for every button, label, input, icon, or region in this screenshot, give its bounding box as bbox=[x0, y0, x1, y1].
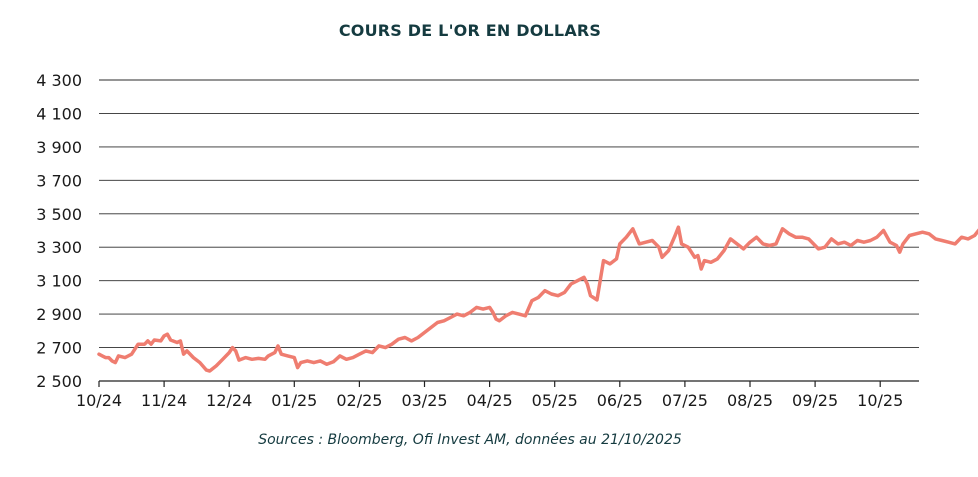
y-tick-label: 3 300 bbox=[36, 238, 82, 257]
x-tick-label: 11/24 bbox=[141, 391, 187, 410]
x-tick-label: 05/25 bbox=[532, 391, 578, 410]
x-tick-label: 01/25 bbox=[271, 391, 317, 410]
x-tick-label: 08/25 bbox=[727, 391, 773, 410]
x-tick-label: 12/24 bbox=[206, 391, 252, 410]
gridlines bbox=[99, 79, 919, 349]
y-tick-label: 3 500 bbox=[36, 205, 82, 224]
y-axis-ticks: 2 500 2 700 2 900 3 100 3 300 3 500 3 700 3 900… bbox=[36, 71, 82, 391]
chart-title: COURS DE L'OR EN DOLLARS bbox=[338, 21, 602, 40]
y-tick-label: 3 700 bbox=[36, 171, 82, 190]
y-tick-label: 3 100 bbox=[36, 272, 82, 291]
x-tick-label: 07/25 bbox=[662, 391, 708, 410]
y-tick-label: 2 700 bbox=[36, 339, 82, 358]
y-tick-label: 3 900 bbox=[36, 138, 82, 157]
y-tick-label: 4 300 bbox=[36, 71, 82, 90]
x-tick-label: 06/25 bbox=[597, 391, 643, 410]
x-tick-label: 02/25 bbox=[336, 391, 382, 410]
y-tick-label: 4 100 bbox=[36, 104, 82, 123]
x-tick-label: 10/25 bbox=[857, 391, 903, 410]
x-tick-label: 03/25 bbox=[401, 391, 447, 410]
x-axis-ticks: 10/24 11/24 12/24 01/25 02/25 03/25 04/25 05/25… bbox=[76, 381, 903, 410]
y-tick-label: 2 900 bbox=[36, 305, 82, 324]
x-tick-label: 10/24 bbox=[76, 391, 122, 410]
chart-source-note: Sources : Bloomberg, Ofi Invest AM, donn… bbox=[258, 432, 682, 448]
x-tick-label: 09/25 bbox=[792, 391, 838, 410]
gold-price-series-line bbox=[97, 225, 978, 373]
x-tick-label: 04/25 bbox=[467, 391, 513, 410]
y-tick-label: 2 500 bbox=[36, 372, 82, 391]
